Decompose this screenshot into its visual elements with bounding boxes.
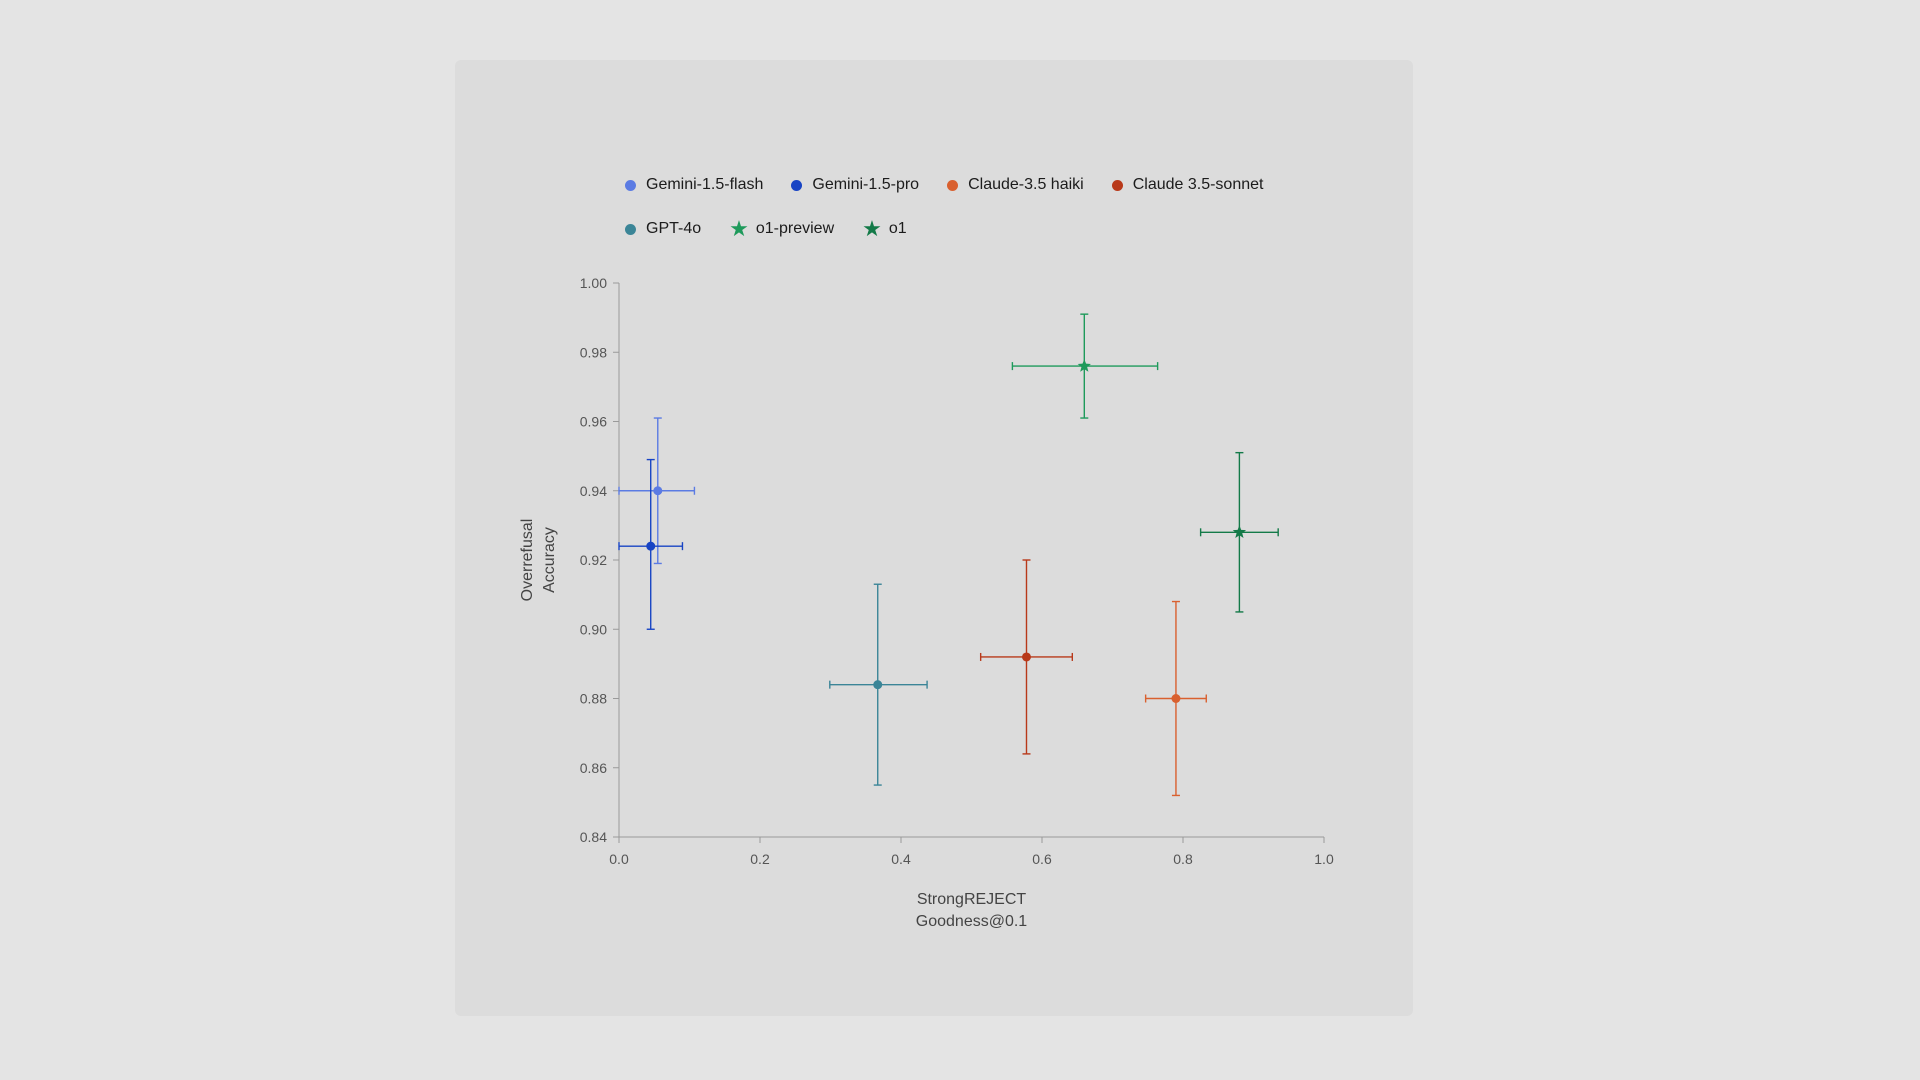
axes: 0.0 0.2 0.4 0.6 0.8 1.0 0.84 0.86 0.88 0.90 0.92 0.… (580, 275, 1334, 867)
circle-marker-icon (947, 179, 959, 191)
x-tick-label: 0.8 (1173, 851, 1193, 867)
y-axis-title: Overrefusal Accuracy (519, 519, 558, 602)
circle-marker-icon (791, 179, 803, 191)
legend-row-2: GPT-4o ★ o1-preview ★ o1 (625, 216, 1325, 242)
data-point-group (618, 417, 696, 565)
legend-item-claude-haiku: Claude-3.5 haiki (947, 176, 1084, 194)
y-axis-title-line: Overrefusal (519, 519, 536, 602)
y-tick-label: 0.86 (580, 760, 607, 776)
circle-marker-icon (625, 223, 636, 235)
x-tick-label: 0.2 (750, 851, 770, 867)
y-tick-label: 0.90 (580, 621, 607, 637)
legend-item-gemini-flash: Gemini-1.5-flash (625, 176, 763, 194)
legend-label: GPT-4o (646, 220, 702, 237)
star-marker (1077, 359, 1091, 372)
legend-label: Gemini-1.5-flash (646, 176, 764, 193)
y-tick-label: 0.98 (580, 344, 607, 360)
legend-label: o1 (888, 220, 907, 237)
plot-marks (618, 313, 1279, 797)
legend-label: Claude-3.5 haiki (968, 176, 1084, 193)
y-axis-title-line: Accuracy (541, 527, 558, 593)
data-point-group (1144, 600, 1207, 797)
legend-item-gpt-4o: GPT-4o (625, 220, 701, 238)
y-tick-label: 0.84 (580, 829, 607, 845)
y-tick-label: 0.94 (580, 483, 607, 499)
y-tick-label: 0.96 (580, 414, 607, 430)
x-axis-title-line: StrongREJECT (917, 891, 1027, 908)
x-tick-label: 0.6 (1032, 851, 1052, 867)
chart-card: Gemini-1.5-flash Gemini-1.5-pro Claude-3… (455, 60, 1413, 1016)
legend-label: Gemini-1.5-pro (812, 176, 920, 193)
legend-item-gemini-pro: Gemini-1.5-pro (791, 176, 919, 194)
x-tick-label: 1.0 (1314, 851, 1334, 867)
data-point-group (618, 458, 684, 630)
star-marker-icon: ★ (729, 216, 749, 241)
circle-marker-icon (1111, 179, 1123, 191)
data-point-group (979, 559, 1074, 755)
x-axis-title-line: Goodness@0.1 (916, 913, 1028, 930)
star-marker (1232, 525, 1247, 538)
y-tick-label: 0.92 (580, 552, 607, 568)
y-tick-label: 0.88 (580, 691, 607, 707)
star-marker-icon: ★ (862, 216, 882, 241)
legend: Gemini-1.5-flash Gemini-1.5-pro Claude-3… (625, 172, 1325, 260)
data-point-group (1199, 451, 1279, 613)
x-tick-label: 0.4 (891, 851, 911, 867)
scatter-plot: 0.0 0.2 0.4 0.6 0.8 1.0 0.84 0.86 0.88 0.90 0.92 0.… (519, 275, 1334, 930)
legend-item-o1-preview: ★ o1-preview (729, 216, 835, 241)
circle-marker-icon (625, 179, 636, 191)
data-point-group (829, 583, 928, 786)
legend-row-1: Gemini-1.5-flash Gemini-1.5-pro Claude-3… (625, 172, 1325, 198)
data-point-group (1011, 313, 1159, 419)
legend-label: o1-preview (755, 220, 835, 237)
x-tick-label: 0.0 (609, 851, 629, 867)
legend-item-claude-sonnet: Claude 3.5-sonnet (1111, 176, 1264, 194)
circle-marker (653, 486, 663, 496)
circle-marker (873, 680, 883, 690)
legend-label: Claude 3.5-sonnet (1132, 176, 1264, 193)
x-axis-title: StrongREJECT Goodness@0.1 (916, 891, 1028, 930)
legend-item-o1: ★ o1 (862, 216, 907, 241)
circle-marker (1171, 694, 1181, 703)
axis-titles: StrongREJECT Goodness@0.1 Overrefusal Accur… (519, 519, 1027, 930)
circle-marker (1021, 652, 1031, 662)
circle-marker (646, 541, 656, 551)
y-tick-label: 1.00 (580, 275, 607, 291)
